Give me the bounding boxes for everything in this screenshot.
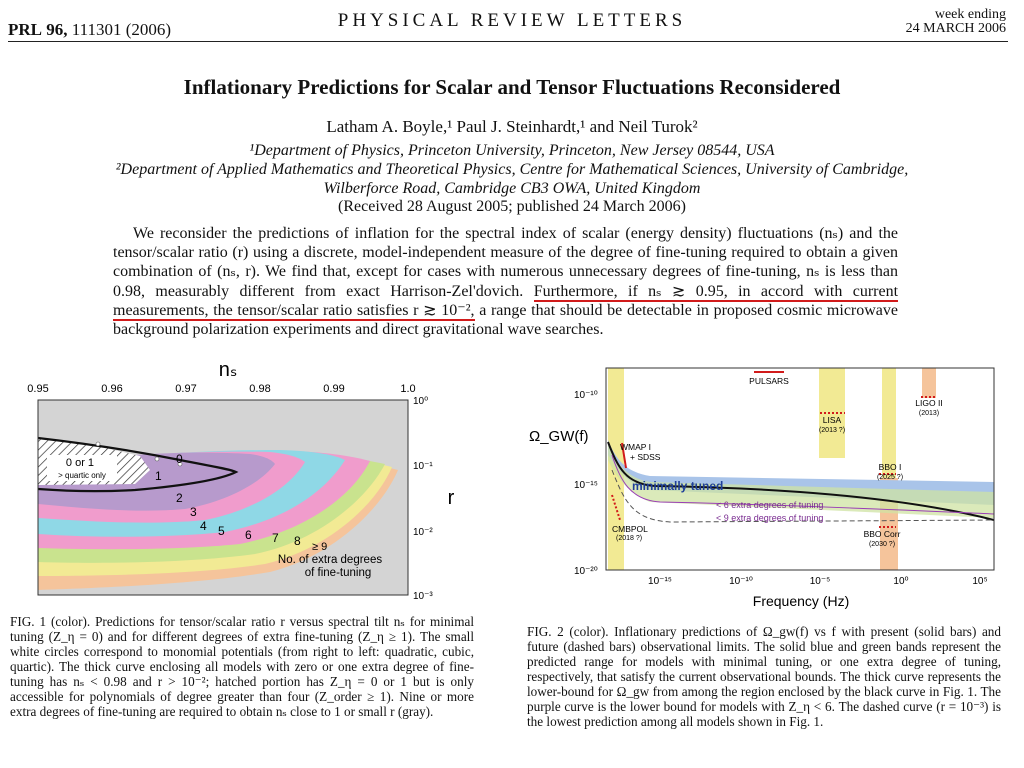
fig1-xtick: 0.96 bbox=[101, 383, 122, 395]
journal-page: 111301 (2006) bbox=[71, 20, 172, 39]
fig1-xtick: 1.0 bbox=[400, 383, 415, 395]
abstract-highlight: Furthermore, if nₛ ≳ 0.95, in accord wit… bbox=[113, 282, 899, 321]
fig2-ligo-label: LIGO II bbox=[915, 398, 942, 408]
fig1-monomial-circle bbox=[177, 461, 183, 467]
fig2-ligo-band bbox=[922, 368, 936, 398]
journal-volume: 96, bbox=[46, 20, 68, 39]
fig2-thick-curve bbox=[607, 441, 994, 521]
fig1-ytick: 10⁻¹ bbox=[413, 461, 433, 472]
fig1-thick-curve bbox=[38, 436, 239, 493]
journal-abbr: PRL bbox=[8, 20, 42, 39]
fig2-cmbpol-year: (2018 ?) bbox=[616, 535, 642, 542]
fig1-ns-label: nₛ bbox=[219, 359, 238, 381]
fig2-dashed-curve bbox=[611, 469, 994, 523]
fig1-region-label: 8 bbox=[294, 534, 301, 548]
fig1-monomial-circle bbox=[95, 441, 101, 447]
week-ending: week ending 24 MARCH 2006 bbox=[906, 8, 1006, 36]
fig2-xtick: 10⁻¹⁰ bbox=[729, 576, 753, 587]
fig2-x-label: Frequency (Hz) bbox=[753, 593, 849, 609]
fig2-xtick: 10⁻⁵ bbox=[810, 576, 831, 587]
fig1-legend-line2: of fine-tuning bbox=[305, 567, 372, 579]
week-ending-label: week ending bbox=[934, 7, 1006, 22]
fig1-xtick: 0.98 bbox=[249, 383, 270, 395]
fig2-frame bbox=[605, 367, 995, 571]
fig1-frame bbox=[37, 399, 409, 596]
affiliation-1: ¹Department of Physics, Princeton Univer… bbox=[249, 142, 775, 159]
fig2-wmap-bar bbox=[621, 442, 627, 469]
fig2-xtick: 10⁻¹⁵ bbox=[648, 576, 672, 587]
fig2-bbo-year: (2025 ?) bbox=[877, 474, 903, 481]
fig1-xtick: 0.95 bbox=[27, 383, 48, 395]
fig1-ytick: 10⁻² bbox=[413, 527, 433, 538]
fig1-region-label: 1 bbox=[155, 469, 162, 483]
fig2-nine-label: < 9 extra degrees of tuning bbox=[716, 513, 823, 523]
abstract: We reconsider the predictions of inflati… bbox=[113, 224, 899, 339]
fig1-xtick: 0.99 bbox=[323, 383, 344, 395]
author-list: Latham A. Boyle,¹ Paul J. Steinhardt,¹ a… bbox=[326, 117, 698, 136]
fig1-hatched-sublabel: > quartic only bbox=[58, 471, 106, 480]
fig2-sdss-label: + SDSS bbox=[630, 452, 661, 462]
fig2-cmbpol-label: CMBPOL bbox=[612, 524, 648, 534]
abstract-text-2: a range that should be detectable in pro… bbox=[113, 301, 899, 339]
fig2-wmap-label: WMAP I bbox=[620, 442, 651, 452]
fig1-ytick: 10⁰ bbox=[413, 396, 428, 407]
figure-2: Ω_GW(f) 10⁻¹⁰ 10⁻¹⁵ 10⁻²⁰ 10⁻¹⁵ 10⁻¹⁰ 10… bbox=[529, 367, 995, 609]
fig2-y-label: Ω_GW(f) bbox=[529, 428, 589, 445]
fig2-minimal-label: minimally tuned bbox=[632, 479, 723, 493]
fig2-ytick: 10⁻¹⁰ bbox=[574, 390, 598, 401]
fig2-cmbpol-bar bbox=[611, 494, 621, 521]
fig2-ligo-year: (2013) bbox=[919, 410, 939, 417]
fig2-ytick: 10⁻²⁰ bbox=[574, 566, 598, 577]
fig2-six-label: < 6 extra degrees of tuning bbox=[716, 500, 823, 510]
fig1-region-label: ≥ 9 bbox=[312, 541, 327, 553]
fig1-region-label: 3 bbox=[190, 505, 197, 519]
affiliation-2: ²Department of Applied Mathematics and T… bbox=[115, 161, 909, 178]
fig1-legend-line1: No. of extra degrees bbox=[278, 554, 382, 566]
fig2-bbo-label: BBO I bbox=[879, 462, 902, 472]
fig2-xtick: 10⁰ bbox=[893, 576, 908, 587]
figure-1: nₛ 0.95 0.96 0.97 0.98 0.99 1.0 0 or 1 >… bbox=[27, 359, 455, 602]
fig1-region-label: 5 bbox=[218, 524, 225, 538]
fig2-xtick: 10⁵ bbox=[972, 576, 987, 587]
fig2-green-band bbox=[608, 444, 994, 518]
fig2-pulsars-label: PULSARS bbox=[749, 376, 789, 386]
fig1-region-label: 6 bbox=[245, 528, 252, 542]
fig2-bbocorr-label: BBO Corr bbox=[864, 529, 901, 539]
fig1-caption: FIG. 1 (color). Predictions for tensor/s… bbox=[10, 614, 474, 719]
fig2-caption: FIG. 2 (color). Inflationary predictions… bbox=[527, 624, 1001, 729]
fig1-xtick: 0.97 bbox=[175, 383, 196, 395]
header-rule bbox=[8, 41, 1008, 42]
fig2-lisa-year: (2013 ?) bbox=[819, 427, 845, 434]
fig1-hatched-label-box bbox=[47, 455, 117, 481]
fig2-lisa-label: LISA bbox=[823, 415, 842, 425]
paper-title: Inflationary Predictions for Scalar and … bbox=[183, 75, 841, 99]
week-ending-date: 24 MARCH 2006 bbox=[905, 21, 1006, 36]
fig1-region-label: 4 bbox=[200, 519, 207, 533]
fig1-monomial-circle bbox=[154, 456, 160, 462]
affiliation-2-cont: Wilberforce Road, Cambridge CB3 OWA, Uni… bbox=[323, 180, 701, 197]
received-date: (Received 28 August 2005; published 24 M… bbox=[338, 198, 686, 215]
fig2-ytick: 10⁻¹⁵ bbox=[574, 480, 598, 491]
fig1-ytick: 10⁻³ bbox=[413, 591, 433, 602]
fig1-hatched-label: 0 or 1 bbox=[66, 457, 94, 469]
abstract-text-1: We reconsider the predictions of inflati… bbox=[113, 225, 898, 300]
fig2-bbocorr-year: (2030 ?) bbox=[869, 541, 895, 548]
fig1-r-label: r bbox=[448, 487, 455, 509]
journal-name: PHYSICAL REVIEW LETTERS bbox=[337, 10, 687, 31]
fig1-region-label: 0 bbox=[176, 452, 183, 466]
fig2-purple-curve bbox=[611, 454, 994, 515]
journal-citation: PRL 96, 111301 (2006) bbox=[8, 20, 171, 40]
fig1-region-label: 2 bbox=[176, 491, 183, 505]
fig1-region-label: 7 bbox=[272, 531, 279, 545]
